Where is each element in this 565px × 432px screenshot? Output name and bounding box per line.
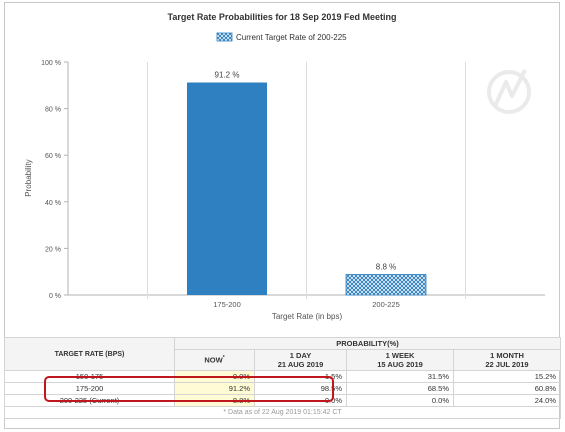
probability-table: TARGET RATE (BPS) PROBABILITY(%) NOW* 1 …: [4, 337, 561, 419]
y-tick-label: 40 %: [45, 200, 61, 207]
footnote-row: * Data as of 22 Aug 2019 01:15:42 CT: [4, 406, 561, 419]
probability-column-header: PROBABILITY(%): [174, 337, 561, 350]
col-header-1-week: 1 WEEK 15 AUG 2019: [346, 349, 454, 371]
col-header-1-month-date: 22 JUL 2019: [485, 360, 529, 369]
legend-swatch: [216, 32, 233, 42]
bar-value-label: 8.8 %: [376, 262, 396, 271]
table-row: 175-200 91.2% 98.5% 68.5% 60.8%: [4, 382, 561, 395]
col-header-1-day-date: 21 AUG 2019: [277, 360, 324, 369]
rate-column-header: TARGET RATE (BPS): [4, 337, 175, 371]
col-header-now: NOW*: [174, 349, 255, 371]
y-axis-label: Probability: [24, 159, 33, 196]
y-tick-label: 60 %: [45, 153, 61, 160]
legend[interactable]: Current Target Rate of 200-225: [216, 32, 347, 42]
col-header-1-day-title: 1 DAY: [289, 351, 312, 360]
chart-title: Target Rate Probabilities for 18 Sep 201…: [168, 12, 397, 22]
col-header-now-marker: *: [222, 355, 225, 362]
chart-frame: [4, 2, 560, 429]
bar-175-200: [187, 82, 267, 295]
x-tick-label: 200-225: [372, 300, 400, 309]
one-month-cell: 60.8%: [453, 382, 561, 395]
one-week-cell: 0.0%: [346, 394, 454, 407]
col-header-1-week-title: 1 WEEK: [385, 351, 415, 360]
col-header-1-month: 1 MONTH 22 JUL 2019: [453, 349, 561, 371]
chart: Target Rate Probabilities for 18 Sep 201…: [24, 12, 545, 321]
y-tick-label: 100 %: [41, 60, 61, 67]
one-week-cell: 31.5%: [346, 370, 454, 383]
legend-label: Current Target Rate of 200-225: [236, 33, 347, 42]
one-month-cell: 15.2%: [453, 370, 561, 383]
col-header-now-title: NOW: [204, 355, 223, 365]
x-tick-label: 175-200: [213, 300, 241, 309]
one-month-cell: 24.0%: [453, 394, 561, 407]
red-highlight-box: [44, 376, 334, 402]
now-cell: 91.2%: [174, 382, 255, 395]
probability-table-container: TARGET RATE (BPS) PROBABILITY(%) NOW* 1 …: [4, 337, 561, 419]
watermark-logo: [487, 69, 531, 114]
x-axis-label: Target Rate (in bps): [272, 312, 343, 321]
data-timestamp-footnote: * Data as of 22 Aug 2019 01:15:42 CT: [4, 406, 561, 419]
col-header-1-month-title: 1 MONTH: [490, 351, 524, 360]
table-header-row-1: TARGET RATE (BPS) PROBABILITY(%): [4, 337, 561, 371]
bar-200-225: [345, 274, 427, 296]
col-header-1-week-date: 15 AUG 2019: [377, 360, 423, 369]
y-tick-label: 20 %: [45, 246, 61, 253]
y-tick-label: 0 %: [49, 293, 61, 300]
col-header-1-day: 1 DAY 21 AUG 2019: [254, 349, 347, 371]
bar-value-label: 91.2 %: [215, 71, 240, 80]
one-week-cell: 68.5%: [346, 382, 454, 395]
y-tick-label: 80 %: [45, 107, 61, 114]
